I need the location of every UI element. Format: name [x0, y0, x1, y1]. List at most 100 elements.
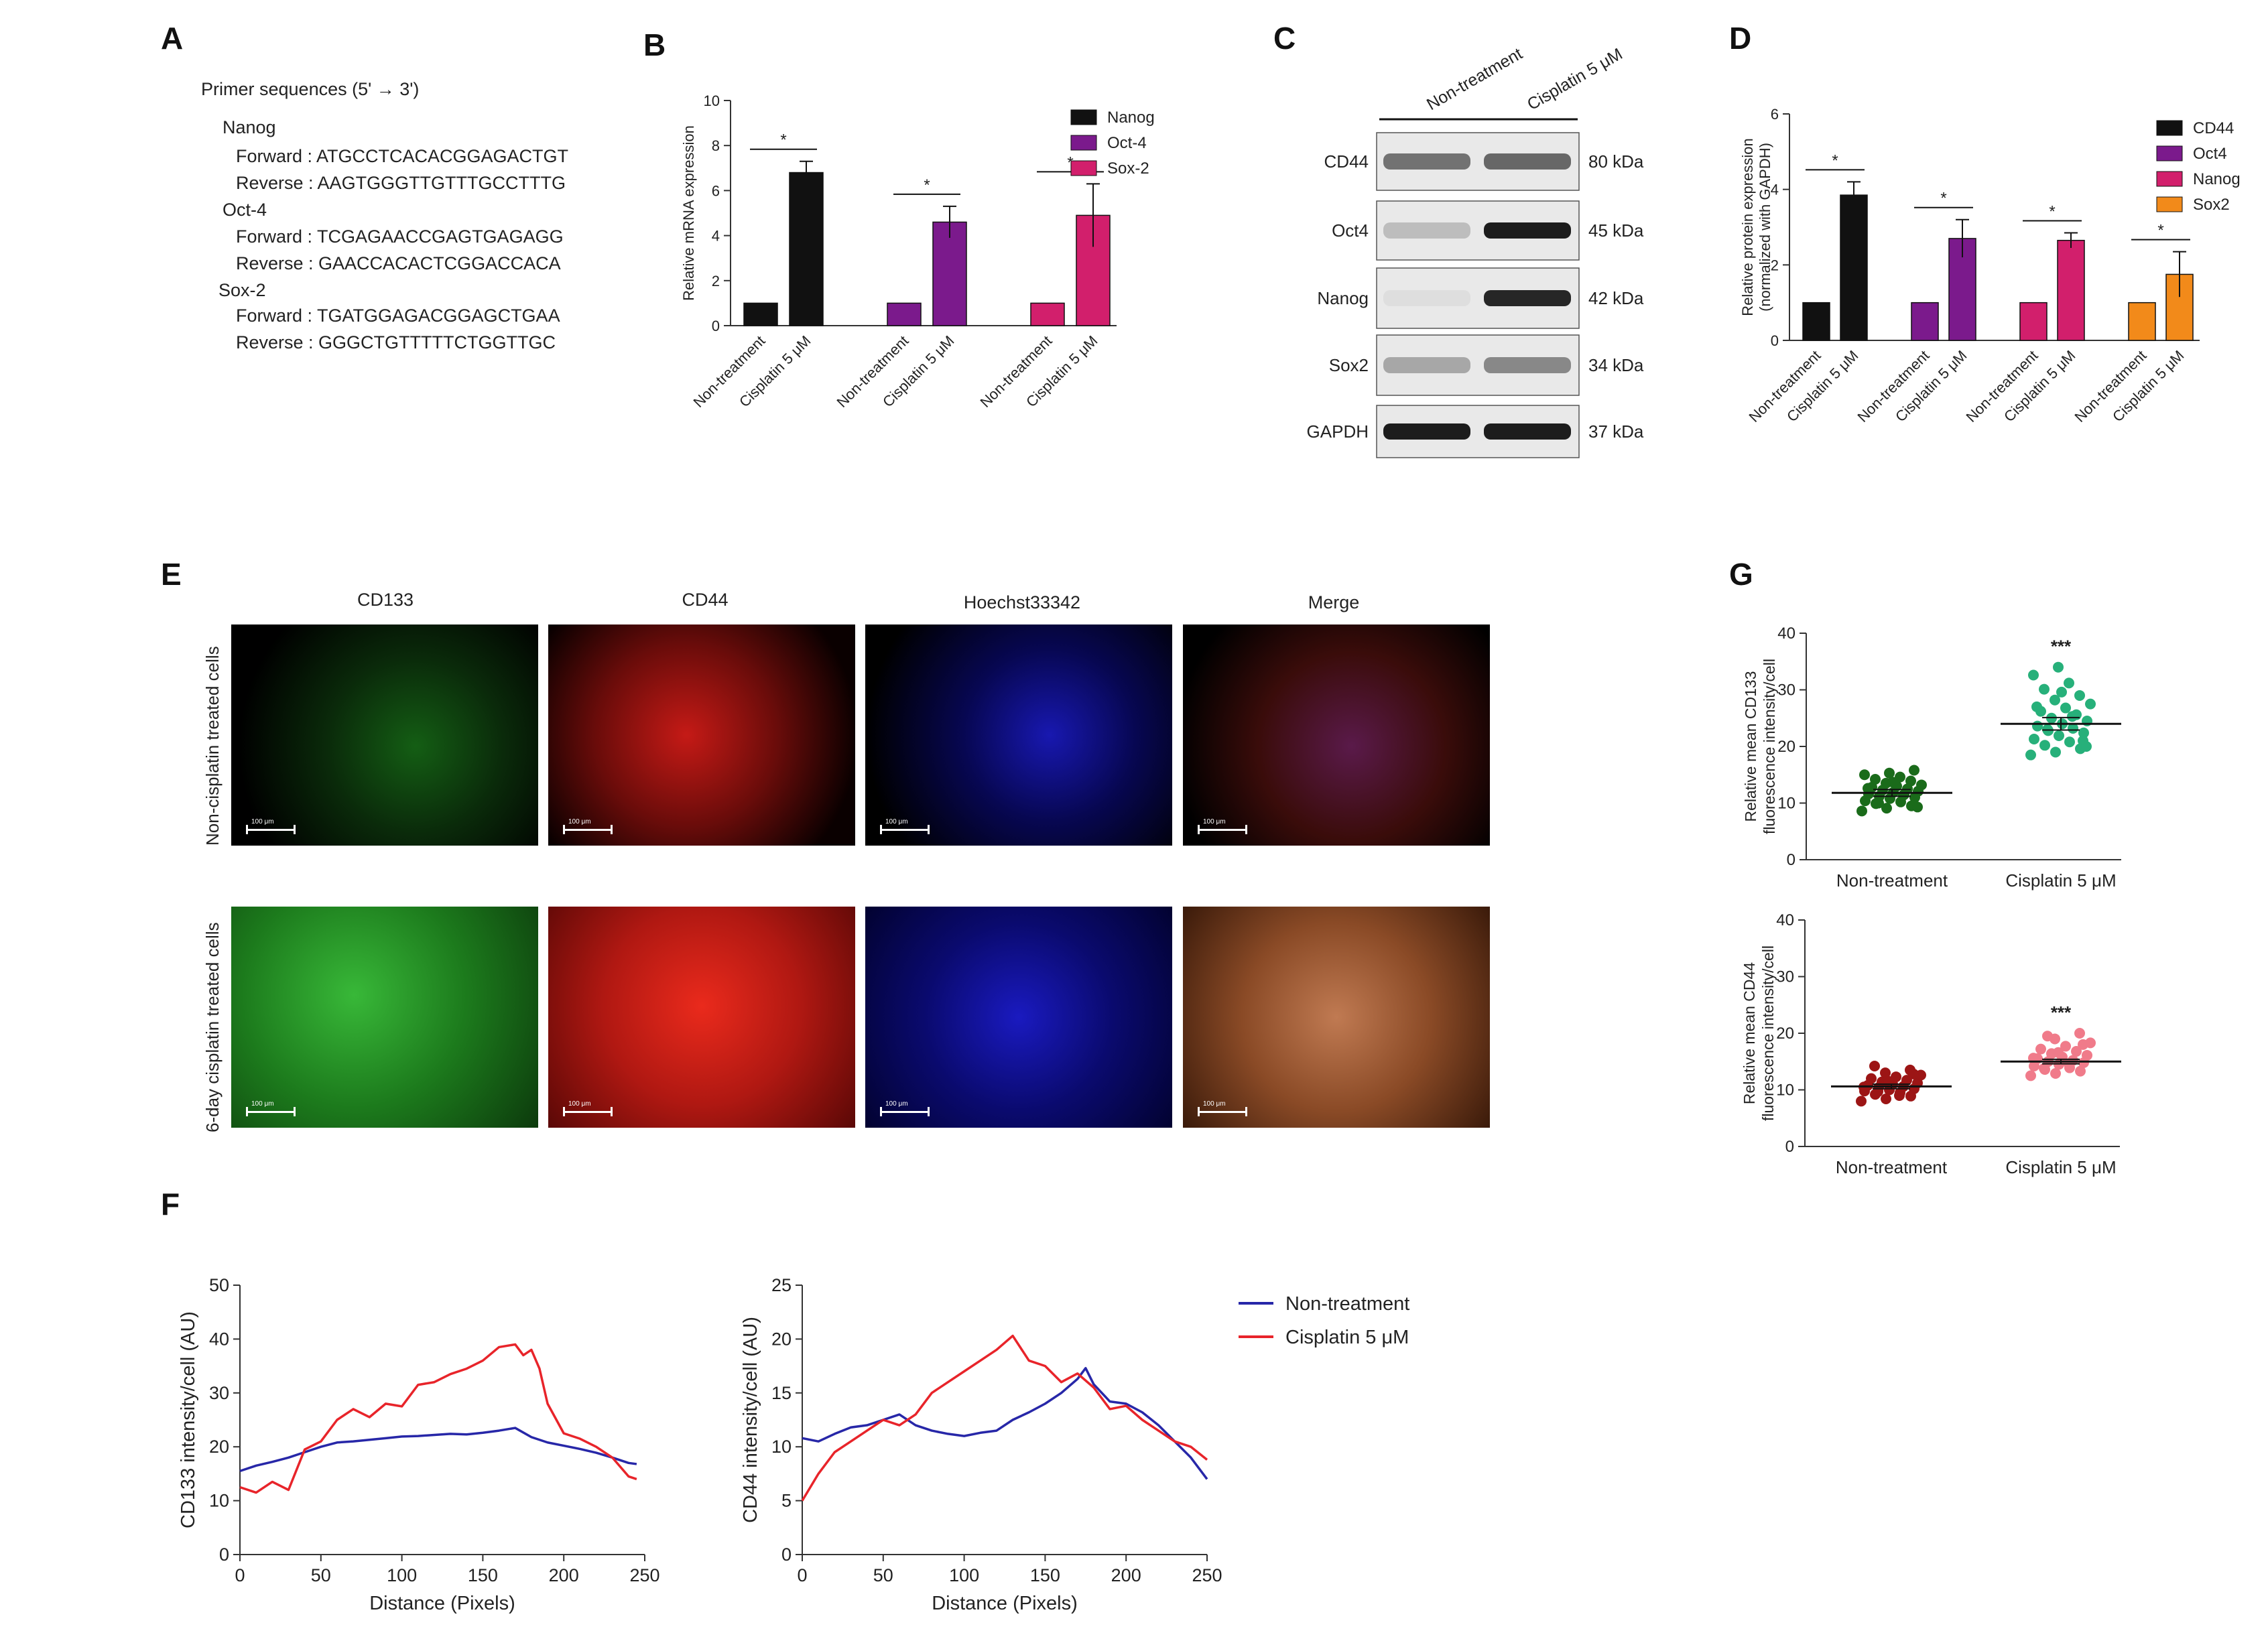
y-tick-label: 10 [1777, 795, 1796, 813]
panel-letter-g: G [1729, 557, 1753, 592]
chart-g-cd44-scatter: 0 10 20 30 40 Relative mean CD44 fluorescence … [1741, 911, 2121, 1177]
micro-row-label: 6-day cisplatin treated cells [202, 922, 223, 1132]
protein-label: GAPDH [1307, 421, 1369, 442]
y-tick-label: 30 [209, 1383, 229, 1403]
y-tick-label: 8 [712, 137, 720, 154]
legend-swatch [1070, 135, 1097, 151]
primer-forward: Forward : TGATGGAGACGGAGCTGAA [236, 306, 560, 326]
x-tick-label: 200 [549, 1565, 579, 1585]
bar [2128, 302, 2156, 341]
protein-label: Sox2 [1329, 355, 1369, 375]
y-tick-label: 10 [209, 1491, 229, 1511]
data-point [1859, 769, 1870, 781]
significance-mark: *** [2051, 1002, 2072, 1023]
data-point [1912, 801, 1923, 813]
y-tick-label: 15 [771, 1383, 792, 1403]
protein-label: CD44 [1324, 151, 1369, 172]
significance-mark: *** [2051, 637, 2072, 657]
y-tick-label: 10 [704, 92, 720, 109]
significance-mark: * [924, 176, 930, 194]
panel-letter-b: B [643, 27, 666, 62]
data-point [1880, 1067, 1891, 1079]
x-tick-label: 250 [1192, 1565, 1222, 1585]
x-tick-label: 150 [468, 1565, 498, 1585]
y-tick-label: 0 [712, 318, 720, 334]
legend-swatch [2156, 196, 2183, 212]
significance-mark: * [780, 131, 786, 149]
data-point [2060, 702, 2071, 714]
micro-cd44-control: 100 μm [548, 624, 855, 846]
y-tick-label: 4 [1771, 182, 1779, 198]
bar [1030, 302, 1065, 326]
data-point [2078, 727, 2089, 738]
data-point [2078, 1039, 2088, 1050]
data-point [1863, 783, 1873, 794]
data-point [1873, 1086, 1883, 1098]
legend-label: CD44 [2193, 119, 2234, 137]
x-axis-label: Distance (Pixels) [932, 1593, 1078, 1614]
y-tick-label: 4 [712, 228, 720, 245]
data-point [2025, 749, 2036, 761]
data-point [2064, 677, 2074, 689]
band-size-label: 45 kDa [1588, 220, 1644, 241]
data-point [2053, 661, 2064, 673]
data-point [2039, 683, 2050, 695]
chart-g-cd133-scatter: 0 10 20 30 40 Relative mean CD133 fluorescence… [1742, 624, 2121, 891]
data-point [2054, 730, 2064, 741]
data-point [2039, 740, 2050, 751]
micro-hoechst-control: 100 μm [865, 624, 1172, 846]
data-point [2060, 1041, 2071, 1052]
y-tick-label: 5 [781, 1491, 792, 1511]
legend-label: Sox2 [2193, 196, 2230, 214]
y-tick-label: 0 [1771, 332, 1779, 349]
y-tick-label: 10 [771, 1437, 792, 1457]
legend-label: Sox-2 [1107, 159, 1149, 178]
x-tick-label: 200 [1111, 1565, 1141, 1585]
data-point [2056, 686, 2067, 698]
data-point [1884, 767, 1895, 779]
data-point [2039, 1063, 2050, 1074]
y-tick-label: 40 [1777, 624, 1796, 643]
data-point [2074, 1028, 2085, 1039]
data-point [1916, 779, 1927, 791]
data-point [1856, 1096, 1867, 1107]
panel-letter-a: A [161, 21, 184, 56]
y-tick-label: 50 [209, 1275, 229, 1295]
data-point [1866, 1073, 1877, 1084]
panel-letter-d: D [1729, 21, 1752, 56]
micro-col-label: CD133 [357, 590, 414, 610]
micro-row-label: Non-cisplatin treated cells [202, 646, 223, 846]
data-point [2031, 701, 2042, 712]
data-point [1881, 1094, 1891, 1105]
data-point [2075, 1065, 2086, 1077]
x-tick-label: Cisplatin 5 μM [2005, 870, 2116, 891]
micro-merge-cisplatin: 100 μm [1183, 907, 1490, 1128]
data-point [1894, 1090, 1905, 1101]
panel-letter-f: F [161, 1187, 180, 1222]
bar [1911, 302, 1939, 341]
legend-swatch [2156, 145, 2183, 161]
y-axis-label: fluorescence intensity/cell [1761, 659, 1778, 834]
primer-gene-name: Sox-2 [218, 280, 266, 300]
y-tick-label: 0 [1785, 1138, 1794, 1156]
scale-text: 100 μm [885, 1100, 908, 1108]
lane-label: Cisplatin 5 μM [1524, 44, 1626, 114]
significance-mark: * [1067, 153, 1073, 172]
series-line [801, 1334, 1208, 1502]
lane-label: Non-treatment [1424, 44, 1525, 114]
primer-forward: Forward : ATGCCTCACACGGAGACTGT [236, 146, 569, 166]
y-axis-label: CD44 intensity/cell (AU) [740, 1317, 761, 1523]
data-point [2074, 689, 2085, 701]
y-axis-label: Relative mean CD44 [1741, 962, 1758, 1104]
micro-cd44-cisplatin: 100 μm [548, 907, 855, 1128]
band-size-label: 34 kDa [1588, 355, 1644, 375]
data-point [2085, 698, 2096, 710]
x-tick-label: Cisplatin 5 μM [2005, 1157, 2116, 1177]
blot-strip [1376, 334, 1580, 396]
data-point [1869, 1061, 1880, 1072]
data-point [1901, 1075, 1912, 1086]
series-line [239, 1427, 637, 1473]
